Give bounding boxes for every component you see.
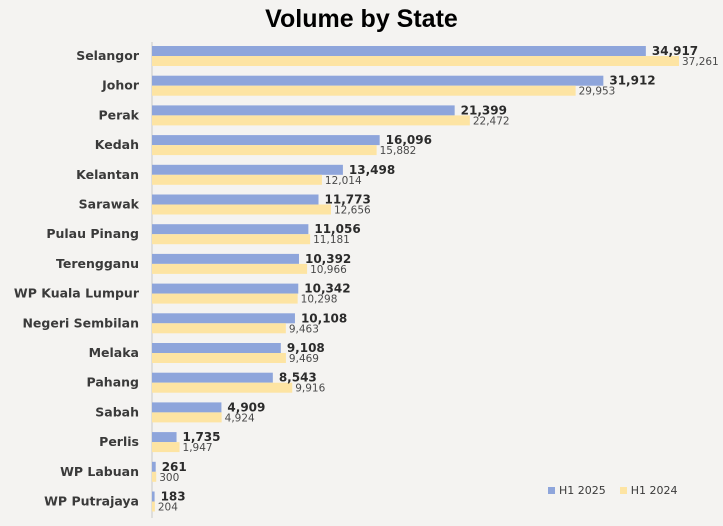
category-label: Pahang — [87, 375, 139, 390]
value-label-2025: 183 — [161, 490, 186, 504]
bar-h1-2025 — [152, 105, 455, 116]
bar-h1-2024 — [152, 145, 377, 156]
bar-h1-2025 — [152, 194, 319, 205]
value-label-2025: 10,342 — [304, 282, 350, 296]
legend-label-2025: H1 2025 — [559, 484, 606, 497]
value-label-2024: 300 — [159, 472, 179, 484]
value-label-2024: 37,261 — [682, 56, 719, 68]
category-label: Pulau Pinang — [46, 226, 139, 241]
value-label-2025: 9,108 — [287, 341, 325, 355]
value-label-2024: 9,463 — [289, 323, 319, 335]
chart-title: Volume by State — [265, 5, 458, 33]
value-label-2025: 16,096 — [386, 133, 432, 147]
category-label: WP Kuala Lumpur — [14, 286, 140, 301]
bar-h1-2025 — [152, 253, 299, 264]
bar-h1-2025 — [152, 313, 295, 324]
value-label-2025: 4,909 — [227, 400, 265, 414]
value-label-2025: 261 — [162, 460, 187, 474]
bar-h1-2024 — [152, 382, 293, 393]
value-label-2025: 13,498 — [349, 163, 395, 177]
legend-item-2024: H1 2024 — [619, 484, 678, 497]
bar-h1-2025 — [152, 372, 273, 383]
bar-h1-2025 — [152, 135, 380, 146]
value-label-2025: 11,773 — [325, 193, 371, 207]
value-label-2024: 9,916 — [295, 383, 325, 395]
category-label: WP Labuan — [60, 464, 139, 479]
value-label-2025: 34,917 — [652, 44, 698, 58]
category-label: Perak — [98, 107, 139, 122]
value-label-2025: 11,056 — [314, 222, 360, 236]
value-label-2025: 10,108 — [301, 311, 347, 325]
category-label: Melaka — [89, 345, 139, 360]
category-label: Kelantan — [76, 167, 139, 182]
bar-h1-2025 — [152, 402, 222, 413]
category-label: Selangor — [76, 48, 140, 63]
bar-h1-2025 — [152, 461, 156, 472]
value-label-2025: 31,912 — [609, 74, 655, 88]
category-label: Johor — [101, 78, 140, 93]
bar-h1-2024 — [152, 234, 311, 245]
bar-h1-2025 — [152, 432, 177, 443]
bar-h1-2024 — [152, 204, 331, 215]
category-label: WP Putrajaya — [44, 494, 139, 509]
bar-h1-2025 — [152, 75, 604, 86]
value-label-2024: 12,656 — [334, 205, 371, 217]
legend-label-2024: H1 2024 — [630, 484, 678, 497]
legend-item-2025: H1 2025 — [548, 484, 606, 497]
bar-h1-2024 — [152, 323, 286, 334]
category-label: Sabah — [95, 404, 139, 419]
bar-h1-2025 — [152, 224, 309, 235]
bar-h1-2024 — [152, 412, 222, 423]
category-label: Sarawak — [79, 197, 140, 212]
legend: H1 2025 H1 2024 — [548, 484, 678, 497]
bar-h1-2025 — [152, 343, 281, 353]
bar-h1-2024 — [152, 263, 308, 274]
value-label-2024: 10,298 — [301, 294, 338, 306]
value-label-2024: 1,947 — [183, 442, 213, 454]
value-label-2024: 12,014 — [325, 175, 362, 187]
value-label-2025: 10,392 — [305, 252, 351, 266]
bar-h1-2025 — [152, 283, 299, 294]
bar-h1-2024 — [152, 85, 576, 96]
value-label-2025: 1,735 — [183, 430, 221, 444]
category-label: Negeri Sembilan — [22, 315, 139, 330]
bar-h1-2024 — [152, 174, 322, 185]
category-label: Perlis — [99, 434, 139, 449]
value-label-2024: 9,469 — [289, 353, 319, 365]
value-label-2024: 204 — [158, 502, 178, 514]
bar-h1-2025 — [152, 491, 155, 502]
value-label-2024: 10,966 — [310, 264, 347, 276]
category-label: Terengganu — [56, 256, 139, 271]
legend-swatch-2024 — [619, 487, 627, 494]
bar-h1-2024 — [152, 115, 470, 126]
bar-h1-2024 — [152, 293, 298, 304]
bar-h1-2024 — [152, 56, 679, 66]
bar-h1-2025 — [152, 46, 646, 56]
legend-swatch-2025 — [548, 487, 555, 494]
bar-h1-2024 — [152, 353, 286, 363]
value-label-2024: 22,472 — [473, 115, 510, 127]
bar-h1-2024 — [152, 501, 155, 512]
value-label-2024: 11,181 — [313, 234, 350, 246]
value-label-2024: 4,924 — [225, 412, 255, 424]
bar-h1-2025 — [152, 164, 343, 175]
value-label-2025: 21,399 — [461, 103, 507, 117]
value-label-2025: 8,543 — [279, 371, 317, 385]
bar-h1-2024 — [152, 471, 157, 482]
value-label-2024: 15,882 — [380, 145, 417, 157]
bar-h1-2024 — [152, 442, 180, 453]
category-label: Kedah — [95, 137, 139, 152]
value-label-2024: 29,953 — [579, 86, 616, 98]
